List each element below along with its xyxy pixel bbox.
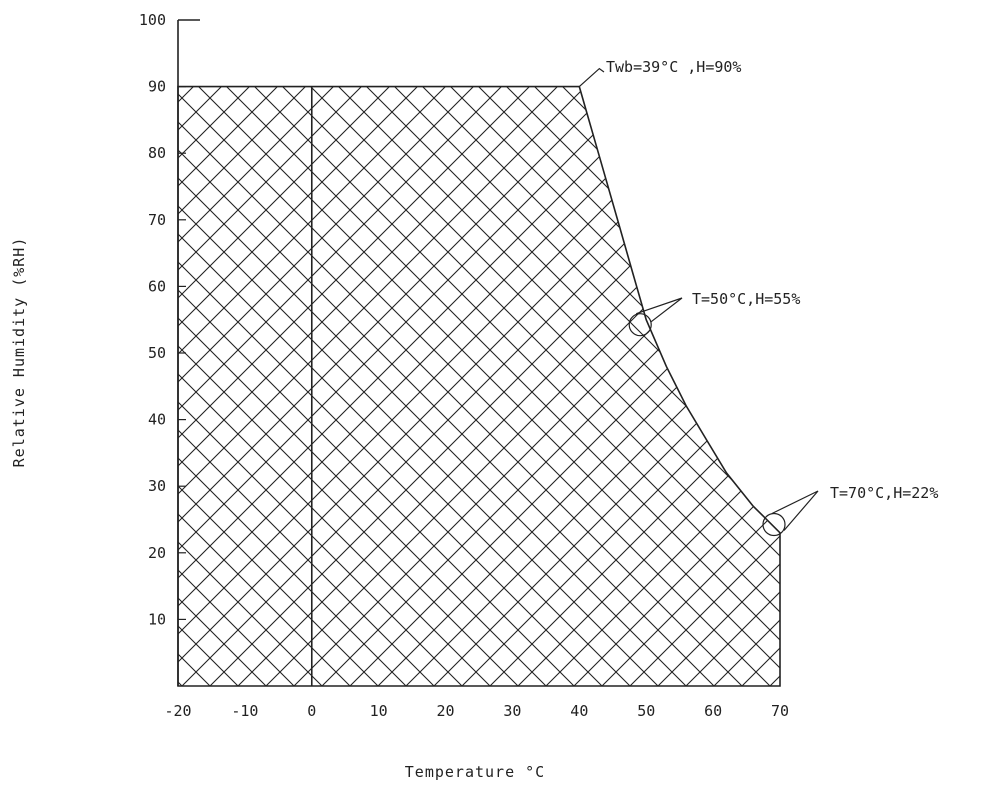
x-axis-label: Temperature °C — [405, 763, 545, 781]
y-tick-label: 10 — [148, 610, 166, 628]
y-ticks: 10 20 30 40 50 60 70 80 90 100 — [139, 11, 186, 628]
y-tick-label: 70 — [148, 211, 166, 229]
y-axis-label: Relative Humidity (%RH) — [10, 237, 28, 468]
x-tick-label: 60 — [704, 702, 722, 720]
x-tick-label: 20 — [437, 702, 455, 720]
x-tick-label: 0 — [307, 702, 316, 720]
x-tick-label: 10 — [370, 702, 388, 720]
annotation-circle-2 — [628, 313, 652, 337]
y-tick-label: 80 — [148, 144, 166, 162]
x-tick-label: -10 — [231, 702, 258, 720]
y-tick-label: 100 — [139, 11, 166, 29]
annotation-label-1: Twb=39°C ,H=90% — [606, 58, 741, 76]
y-tick-label: 60 — [148, 277, 166, 295]
x-ticks: -20 -10 0 10 20 30 40 50 60 70 — [164, 702, 789, 720]
y-tick-label: 30 — [148, 477, 166, 495]
y-tick-label: 20 — [148, 544, 166, 562]
annotation-leader-1 — [578, 67, 605, 88]
x-tick-label: 70 — [771, 702, 789, 720]
x-tick-label: 40 — [570, 702, 588, 720]
x-tick-label: -20 — [164, 702, 191, 720]
y-tick-label: 50 — [148, 344, 166, 362]
y-tick-label: 90 — [148, 78, 166, 96]
annotation-leader-3 — [771, 490, 819, 531]
operating-region — [177, 85, 781, 687]
annotations: Twb=39°C ,H=90% T=50°C,H=55% T=70°C,H=22% — [578, 58, 938, 537]
annotation-label-3: T=70°C,H=22% — [830, 484, 938, 502]
annotation-circle-3 — [762, 512, 786, 537]
annotation-label-2: T=50°C,H=55% — [692, 290, 800, 308]
y-tick-label: 40 — [148, 411, 166, 429]
x-tick-label: 30 — [503, 702, 521, 720]
region-layer — [177, 85, 781, 687]
annotation-leader-2 — [636, 297, 683, 323]
x-tick-label: 50 — [637, 702, 655, 720]
